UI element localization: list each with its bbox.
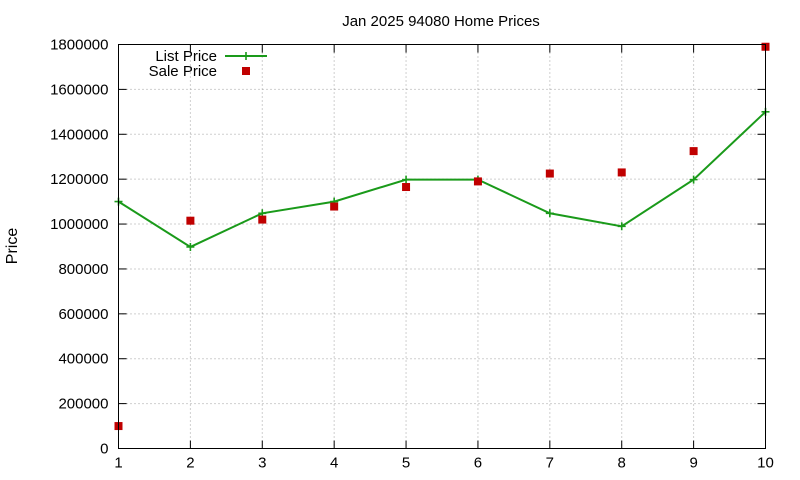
plot-series [114, 42, 770, 431]
x-tick-label: 9 [689, 455, 697, 472]
legend-sample-list-price-marker [242, 52, 250, 60]
y-axis-label: Price [4, 228, 21, 265]
list-price-point [186, 242, 195, 251]
y-tick-label: 1000000 [50, 216, 108, 233]
list-price-point [545, 209, 554, 218]
legend-sample-sale-price-marker [242, 67, 250, 75]
sale-price-point [186, 216, 195, 225]
x-tick-label: 6 [474, 455, 482, 472]
x-tick-label: 2 [186, 455, 194, 472]
sale-price-point [330, 202, 339, 211]
y-tick-label: 1800000 [50, 37, 108, 54]
axes: 0 200000 400000 600000 800000 1000000 1200000 1… [50, 37, 774, 472]
y-tick-label: 600000 [58, 306, 108, 323]
sale-price-point [473, 177, 482, 186]
list-price-point [402, 175, 411, 184]
list-price-point [689, 175, 698, 184]
y-tick-label: 1200000 [50, 171, 108, 188]
legend: List Price Sale Price [149, 48, 267, 80]
sale-price-point [545, 169, 554, 178]
y-tick-label: 0 [100, 441, 108, 458]
y-tick-label: 800000 [58, 261, 108, 278]
y-tick-label: 200000 [58, 396, 108, 413]
plot-frame [118, 44, 766, 449]
y-tick-label: 1400000 [50, 126, 108, 143]
x-tick-label: 3 [258, 455, 266, 472]
list-price-line [117, 111, 767, 249]
x-tick-label: 4 [330, 455, 338, 472]
sale-price-point [258, 215, 267, 224]
y-tick-label: 400000 [58, 351, 108, 368]
x-tick-label: 7 [546, 455, 554, 472]
chart-title: Jan 2025 94080 Home Prices [342, 13, 540, 30]
sale-price-point [689, 147, 698, 156]
legend-label-list-price: List Price [155, 48, 217, 65]
y-tick-label: 1600000 [50, 81, 108, 98]
list-price-point [617, 222, 626, 231]
x-tick-label: 5 [402, 455, 410, 472]
x-tick-label: 1 [114, 455, 122, 472]
legend-label-sale-price: Sale Price [149, 63, 217, 80]
grid-lines [118, 44, 766, 449]
x-tick-label: 10 [757, 455, 774, 472]
sale-price-point [402, 183, 411, 192]
sale-price-point [617, 168, 626, 177]
x-tick-label: 8 [618, 455, 626, 472]
